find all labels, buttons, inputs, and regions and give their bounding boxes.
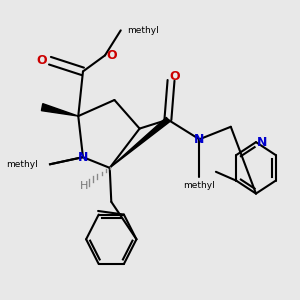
Polygon shape	[110, 117, 170, 168]
Text: methyl: methyl	[6, 160, 38, 169]
Polygon shape	[41, 104, 78, 116]
Text: O: O	[169, 70, 179, 83]
Text: O: O	[106, 49, 117, 62]
Text: H: H	[80, 182, 88, 191]
Text: N: N	[194, 133, 205, 146]
Text: N: N	[257, 136, 267, 148]
Text: O: O	[37, 54, 47, 67]
Text: N: N	[78, 151, 88, 164]
Text: methyl: methyl	[184, 181, 215, 190]
Text: methyl: methyl	[127, 26, 159, 35]
